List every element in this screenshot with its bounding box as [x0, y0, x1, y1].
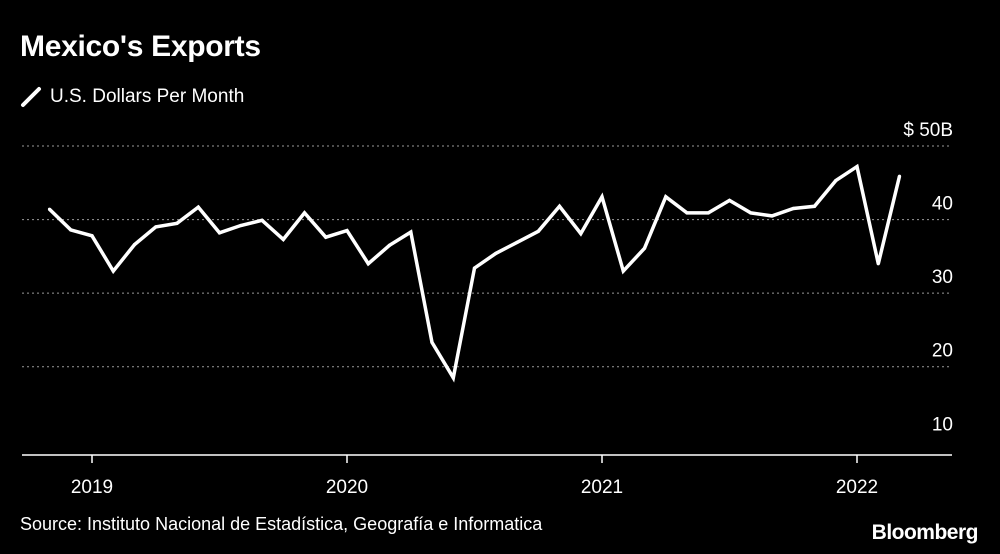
data-point-2018-12 — [69, 228, 73, 232]
data-point-2019-07 — [217, 231, 222, 235]
data-point-2019-04 — [154, 225, 158, 229]
data-point-2021-12 — [834, 178, 838, 183]
legend: U.S. Dollars Per Month — [20, 86, 244, 108]
chart-title: Mexico's Exports — [20, 30, 261, 63]
data-point-2020-06 — [451, 376, 455, 380]
legend-label: U.S. Dollars Per Month — [50, 86, 245, 107]
data-point-2019-11 — [302, 211, 307, 215]
data-point-2022-01 — [855, 165, 859, 169]
x-tick-label-2022: 2022 — [836, 477, 878, 498]
data-point-2021-03 — [642, 246, 647, 250]
data-point-2021-02 — [621, 269, 625, 273]
data-point-2020-08 — [494, 251, 498, 256]
x-tick-label-2021: 2021 — [581, 477, 623, 498]
data-point-2021-07 — [727, 198, 732, 203]
bloomberg-logo: Bloomberg — [871, 521, 979, 544]
data-point-2020-03 — [387, 243, 392, 247]
data-point-2020-07 — [472, 266, 477, 270]
data-point-2020-11 — [557, 204, 562, 208]
data-point-2021-09 — [770, 214, 774, 218]
y-tick-label-40: 40 — [932, 194, 953, 215]
data-point-2021-08 — [749, 211, 753, 215]
y-tick-label-30: 30 — [932, 267, 953, 288]
data-point-2019-03 — [132, 242, 137, 247]
data-point-2019-01 — [90, 234, 94, 238]
data-point-2020-04 — [409, 230, 413, 234]
data-point-2019-10 — [281, 237, 285, 242]
data-point-2020-09 — [515, 240, 519, 244]
source-note: Source: Instituto Nacional de Estadístic… — [20, 514, 543, 534]
data-point-2019-09 — [260, 218, 264, 222]
data-point-2019-12 — [324, 235, 328, 239]
data-point-2021-06 — [706, 211, 710, 215]
data-point-2020-12 — [579, 231, 583, 236]
data-point-2019-06 — [196, 205, 200, 209]
x-tick-label-2019: 2019 — [71, 477, 113, 498]
data-point-2021-11 — [812, 204, 817, 208]
data-point-2022-02 — [876, 262, 880, 266]
x-tick-label-2020: 2020 — [326, 477, 368, 498]
y-tick-label-20: 20 — [932, 341, 953, 362]
y-tick-label-50: $ 50B — [903, 120, 953, 141]
y-tick-label-10: 10 — [932, 414, 953, 435]
series-line-0 — [48, 163, 902, 383]
data-point-2021-01 — [600, 195, 604, 199]
data-point-2019-05 — [175, 221, 179, 225]
data-point-2018-11 — [47, 207, 52, 211]
data-point-2021-04 — [664, 195, 668, 199]
data-point-2019-08 — [239, 223, 243, 228]
line-legend-icon — [21, 87, 41, 107]
data-point-2022-03 — [897, 174, 902, 178]
data-point-2020-05 — [430, 340, 434, 345]
data-point-2021-10 — [791, 206, 795, 211]
data-point-2020-10 — [536, 229, 540, 233]
data-point-2019-02 — [111, 269, 115, 273]
data-point-2021-05 — [685, 211, 689, 215]
data-point-2020-02 — [366, 262, 370, 266]
data-point-2020-01 — [345, 229, 349, 233]
